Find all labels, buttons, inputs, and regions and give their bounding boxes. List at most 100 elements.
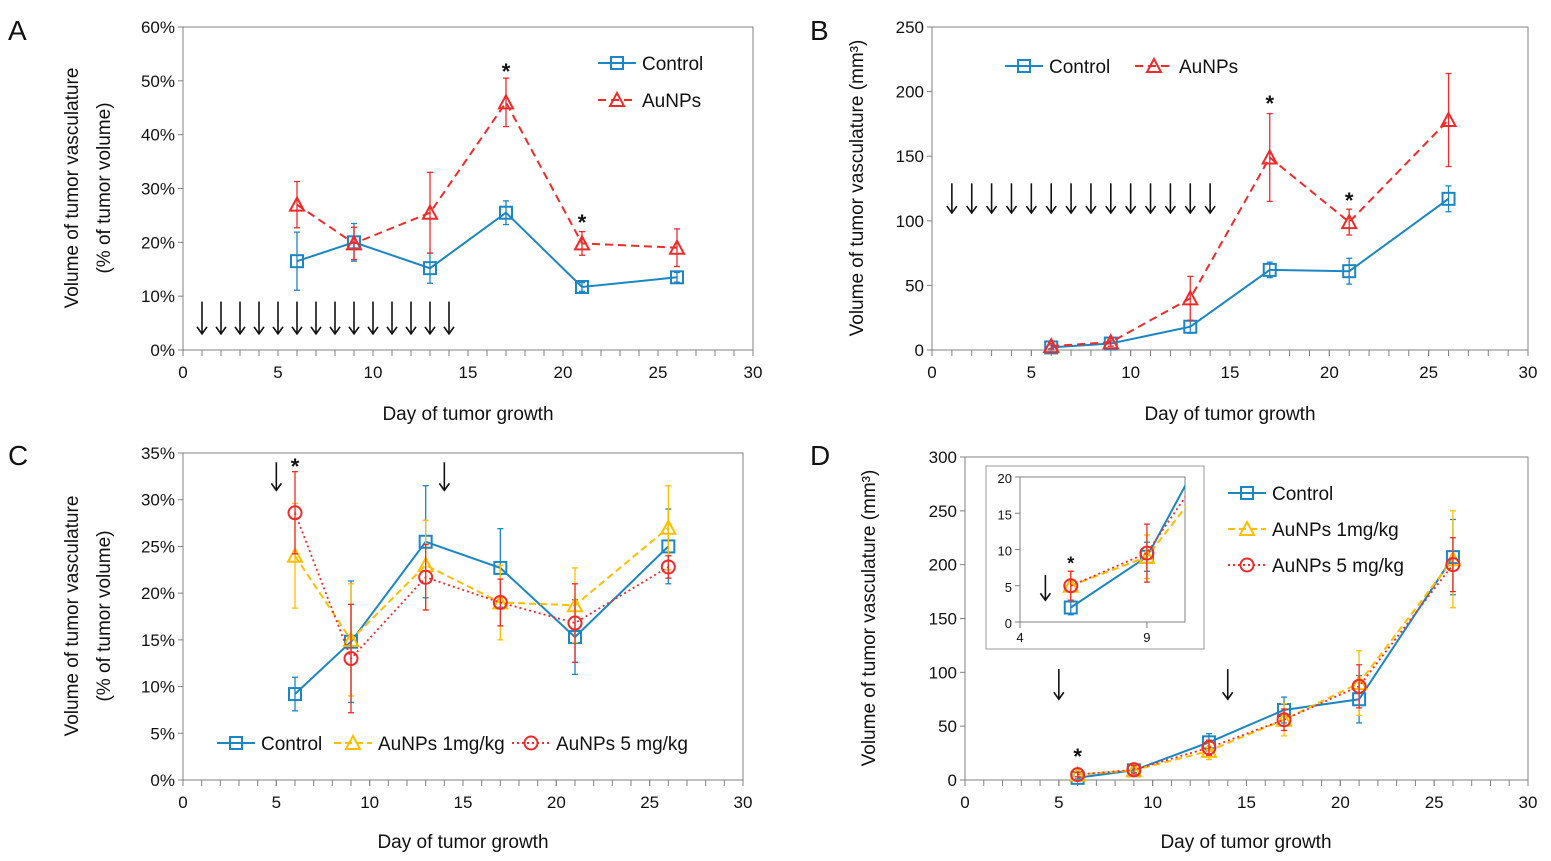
x-tick-label: 0 <box>178 363 187 382</box>
data-point-aunps_5mg <box>660 559 676 575</box>
y-tick-label: 10% <box>141 678 175 697</box>
y-tick-label: 5 <box>1005 580 1012 595</box>
data-point-control <box>1344 145 1356 157</box>
inset-series-group <box>1062 145 1356 616</box>
series-line-control <box>294 540 669 695</box>
dose-arrow-head <box>386 326 398 336</box>
x-tick-label: 25 <box>640 793 659 812</box>
data-point-aunps <box>1042 337 1060 354</box>
x-tick-label: 15 <box>459 363 478 382</box>
data-point-control <box>499 205 513 220</box>
data-point-aunps_1mg <box>659 518 678 535</box>
dose-arrow-head <box>272 326 284 336</box>
y-tick-label: 0 <box>1005 616 1012 631</box>
dose-arrow-head <box>234 326 246 336</box>
x-tick-label: 9 <box>1143 630 1150 645</box>
y-axis-label: Volume of tumor vasculature <box>62 496 83 737</box>
y-tick-label: 15 <box>998 507 1012 522</box>
y-tick-label: 200 <box>896 83 924 102</box>
dose-arrow-head <box>291 326 303 336</box>
panel-letter: C <box>8 440 28 471</box>
data-point-control <box>1441 191 1456 206</box>
data-point-aunps_5mg <box>1139 545 1155 561</box>
dose-arrow-head <box>1005 205 1018 215</box>
y-tick-label: 250 <box>929 502 957 521</box>
data-point-aunps_5mg <box>1276 712 1292 728</box>
dose-arrow-head <box>196 326 208 336</box>
x-tick-label: 25 <box>649 363 668 382</box>
series-line-control <box>1070 484 1185 609</box>
y-tick-label: 30% <box>141 491 175 510</box>
data-point-aunps <box>345 234 363 251</box>
legend-label: Control <box>261 734 322 755</box>
data-point-aunps_1mg <box>286 546 304 563</box>
x-tick-label: 15 <box>454 793 473 812</box>
x-tick-label: 10 <box>1143 793 1162 812</box>
data-point-aunps_5mg <box>567 615 583 631</box>
legend-label: AuNPs 5 mg/kg <box>556 734 688 755</box>
x-axis-label: Day of tumor growth <box>1144 404 1315 425</box>
legend-marker-aunps_1mg <box>1238 519 1256 536</box>
legend-label: Control <box>1272 484 1333 505</box>
dose-arrow-head <box>270 482 282 492</box>
panel-c: 0% 5% 10% 15% 20% 25% 30% 35% 0 5 10 15 20 25 30 * <box>141 444 752 812</box>
x-tick-label: 25 <box>1419 363 1438 382</box>
dose-arrow-head <box>1125 205 1137 215</box>
dose-arrow-head <box>1144 205 1157 215</box>
y-tick-label: 0 <box>915 341 924 360</box>
data-point-aunps_5mg <box>1445 557 1461 573</box>
x-tick-label: 10 <box>364 363 383 382</box>
panel-letter: B <box>810 15 829 46</box>
x-tick-label: 0 <box>178 793 187 812</box>
dose-arrow-head <box>985 205 998 215</box>
data-point-aunps <box>668 238 686 255</box>
panel-a: 0% 10% 20% 30% 40% 50% 60% 0 5 10 15 20 25 30 * * <box>141 18 762 382</box>
panel-d-inset: 0 5 10 15 20 4 9 * <box>998 145 1356 645</box>
legend-marker-aunps_5mg <box>523 735 539 751</box>
data-point-aunps <box>573 234 591 251</box>
dose-arrow-head <box>966 205 978 215</box>
legend-marker-control <box>1240 486 1254 500</box>
significance-star: * <box>1073 744 1082 769</box>
dose-arrow-head <box>1164 205 1177 215</box>
x-tick-label: 5 <box>273 363 282 382</box>
legend-label: Control <box>1049 57 1110 78</box>
x-tick-label: 20 <box>1320 363 1339 382</box>
x-tick-label: 15 <box>1237 793 1256 812</box>
data-point-control <box>423 261 437 276</box>
y-tick-label: 50 <box>905 276 924 295</box>
data-point-aunps <box>1102 333 1120 350</box>
dose-arrow-head <box>405 326 417 336</box>
x-tick-label: 20 <box>547 793 566 812</box>
legend-marker-aunps_5mg <box>1239 557 1255 573</box>
series-line-aunps_1mg <box>1070 506 1185 587</box>
y-tick-label: 10% <box>141 287 175 306</box>
dose-arrow-head <box>424 326 436 336</box>
dose-arrow-head <box>329 326 341 336</box>
y-tick-label: 50 <box>938 717 957 736</box>
data-point-control <box>1342 264 1357 279</box>
data-point-aunps <box>288 195 306 212</box>
y-tick-label: 20 <box>998 471 1012 486</box>
y-axis-label-2: (% of tumor volume) <box>94 530 115 701</box>
data-point-aunps <box>421 203 439 220</box>
dose-arrow-head <box>438 482 450 492</box>
x-tick-label: 0 <box>927 363 936 382</box>
legend-marker-aunps_1mg <box>344 733 362 750</box>
x-tick-label: 30 <box>1519 793 1538 812</box>
significance-star: * <box>1067 553 1074 573</box>
legend-marker-aunps <box>1145 56 1163 73</box>
legend-label: AuNPs 1mg/kg <box>378 734 505 755</box>
x-axis-label: Day of tumor growth <box>377 832 548 853</box>
x-tick-label: 15 <box>1221 363 1240 382</box>
data-point-aunps_1mg <box>1200 741 1218 758</box>
panel-letter: D <box>810 440 830 471</box>
dose-arrow-head <box>1085 205 1097 215</box>
y-tick-label: 300 <box>929 448 957 467</box>
data-point-aunps_5mg <box>1070 767 1086 783</box>
data-point-control <box>1044 340 1059 355</box>
dose-arrow-head <box>215 326 227 336</box>
plot-frame <box>182 26 754 351</box>
data-point-aunps <box>497 93 515 110</box>
